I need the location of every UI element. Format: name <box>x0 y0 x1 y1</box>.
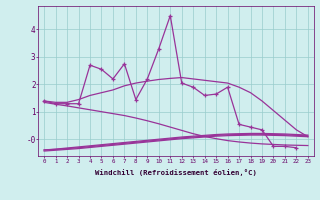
X-axis label: Windchill (Refroidissement éolien,°C): Windchill (Refroidissement éolien,°C) <box>95 169 257 176</box>
